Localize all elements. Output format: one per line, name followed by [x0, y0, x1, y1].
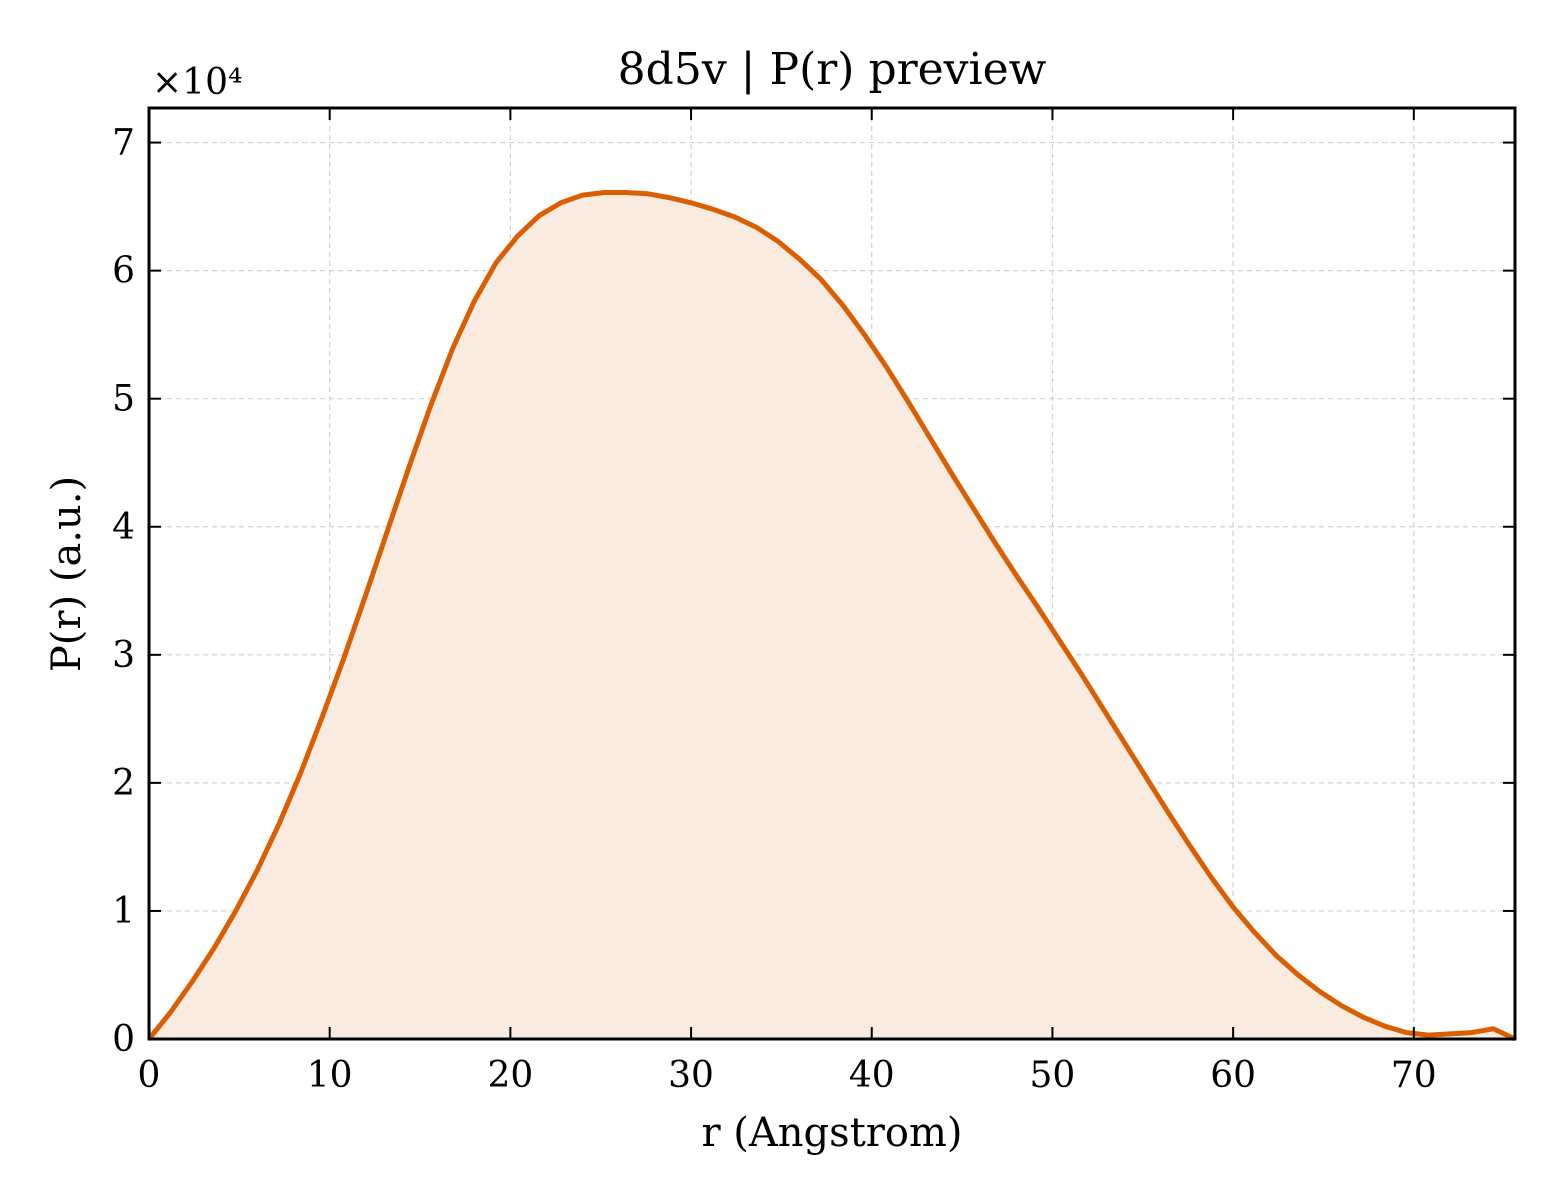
y-tick-label-4: 4 — [112, 507, 135, 548]
x-tick-label-7: 70 — [1391, 1055, 1437, 1096]
x-tick-label-2: 20 — [487, 1055, 533, 1096]
tick-labels: 0 10 20 30 40 50 60 70 0 1 2 3 4 5 6 7 — [112, 123, 1437, 1096]
x-tick-label-1: 10 — [307, 1055, 353, 1096]
y-tick-label-2: 2 — [112, 763, 135, 804]
x-tick-label-3: 30 — [668, 1055, 714, 1096]
pr-area-fill — [149, 192, 1515, 1039]
y-tick-label-6: 6 — [112, 251, 135, 292]
plot-frame — [147, 106, 1517, 1041]
x-tick-label-5: 50 — [1030, 1055, 1076, 1096]
y-multiplier-label: ×10⁴ — [152, 62, 242, 103]
pr-series-line — [147, 190, 1517, 1042]
x-tick-label-6: 60 — [1210, 1055, 1256, 1096]
y-tick-label-5: 5 — [112, 379, 135, 420]
y-tick-label-1: 1 — [112, 891, 135, 932]
y-tick-label-7: 7 — [112, 123, 135, 164]
y-axis-label: P(r) (a.u.) — [44, 476, 90, 672]
x-axis-label: r (Angstrom) — [701, 1110, 962, 1156]
y-tick-label-3: 3 — [112, 635, 135, 676]
chart-title: 8d5v | P(r) preview — [618, 44, 1047, 95]
x-tick-label-0: 0 — [138, 1055, 161, 1096]
y-tick-label-0: 0 — [112, 1019, 135, 1060]
x-tick-label-4: 40 — [849, 1055, 895, 1096]
